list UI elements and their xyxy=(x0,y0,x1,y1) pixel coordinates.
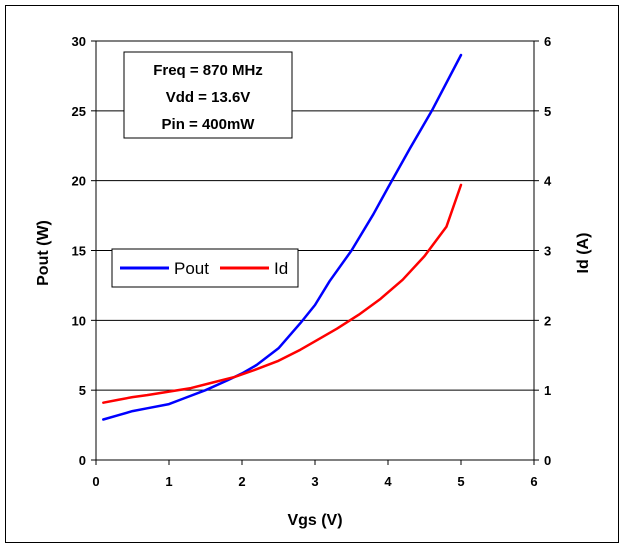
series-line-pout xyxy=(102,53,463,421)
y2-tick-label: 2 xyxy=(544,313,551,328)
x-tick-label: 3 xyxy=(311,474,318,489)
series-line-id xyxy=(102,183,463,404)
chart-frame: 0 1 2 3 4 5 6 0 5 10 15 20 25 30 0 1 2 3 4 5 6 Vgs (V) Pout … xyxy=(5,5,619,543)
y2-tick-label: 6 xyxy=(544,34,551,49)
y-tick-label: 15 xyxy=(72,244,86,259)
y-tick-label: 5 xyxy=(79,383,86,398)
y-tick-label: 20 xyxy=(72,174,86,189)
y2-tick-label: 0 xyxy=(544,453,551,468)
x-tick-label: 1 xyxy=(165,474,172,489)
legend-label-id: Id xyxy=(274,259,288,278)
axes xyxy=(91,40,539,465)
x-tick-label: 5 xyxy=(457,474,464,489)
x-tick-label: 6 xyxy=(530,474,537,489)
annotation-vdd: Vdd = 13.6V xyxy=(166,89,251,106)
y2-tick-label: 1 xyxy=(544,383,551,398)
y2-axis-title: Id (A) xyxy=(575,233,592,274)
y-axis-title: Pout (W) xyxy=(35,220,52,286)
annotation-box: Freq = 870 MHz Vdd = 13.6V Pin = 400mW xyxy=(123,51,293,139)
y-tick-label: 0 xyxy=(79,453,86,468)
x-tick-label: 2 xyxy=(238,474,245,489)
legend-label-pout: Pout xyxy=(174,259,209,278)
legend: Pout Id xyxy=(111,248,299,288)
x-axis-title: Vgs (V) xyxy=(287,512,342,529)
y2-tick-label: 3 xyxy=(544,244,551,259)
y-tick-label: 30 xyxy=(72,34,86,49)
y2-tick-label: 5 xyxy=(544,104,551,119)
x-tick-label: 0 xyxy=(92,474,99,489)
annotation-freq: Freq = 870 MHz xyxy=(153,62,263,79)
x-tick-label: 4 xyxy=(384,474,392,489)
annotation-pin: Pin = 400mW xyxy=(162,116,256,133)
series-group xyxy=(102,53,463,421)
y-tick-label: 25 xyxy=(72,104,86,119)
y-tick-label: 10 xyxy=(72,313,86,328)
y2-tick-label: 4 xyxy=(544,174,552,189)
